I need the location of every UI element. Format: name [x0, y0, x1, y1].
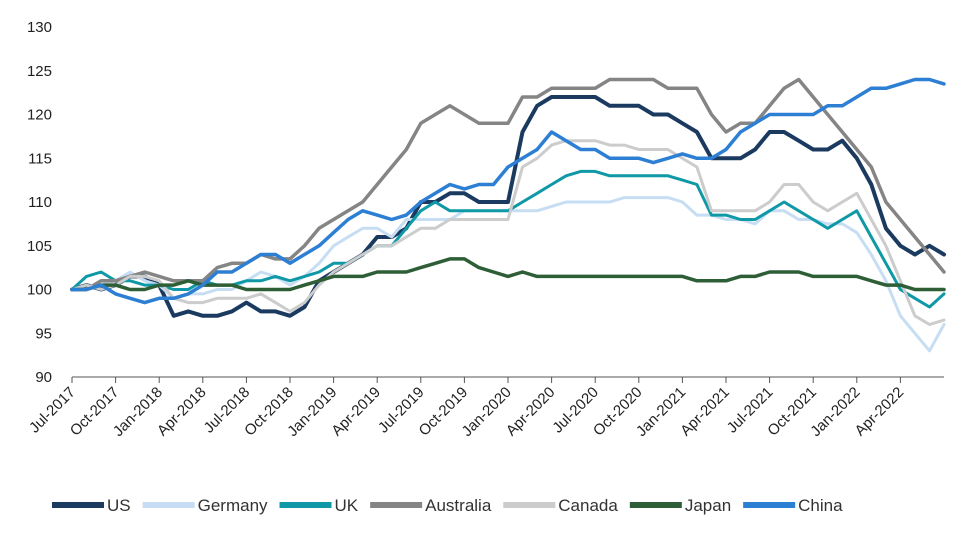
- series-line-canada: [70, 139, 946, 326]
- series-line-japan: [70, 257, 946, 292]
- series-line-australia: [70, 77, 946, 292]
- legend-label-china: China: [798, 496, 843, 515]
- legend-label-uk: UK: [335, 496, 359, 515]
- y-tick-label-120: 120: [27, 107, 52, 124]
- legend-label-australia: Australia: [425, 496, 492, 515]
- y-tick-label-105: 105: [27, 238, 52, 255]
- axis-layer: [71, 376, 944, 383]
- y-tick-label-100: 100: [27, 282, 52, 299]
- series-layer: [70, 77, 946, 353]
- series-line-china: [70, 77, 946, 305]
- y-tick-label-90: 90: [35, 369, 52, 386]
- x-tick-labels: Jul-2017Oct-2017Jan-2018Apr-2018Jul-2018…: [26, 384, 907, 440]
- y-tick-label-125: 125: [27, 63, 52, 80]
- legend-label-us: US: [107, 496, 131, 515]
- y-tick-label-130: 130: [27, 19, 52, 36]
- y-tick-labels: 90 95 100 105 110 115 120 125 130: [27, 19, 52, 386]
- y-tick-label-115: 115: [28, 150, 52, 167]
- legend: US Germany UK Australia Canada Japan China: [52, 496, 843, 515]
- y-tick-label-110: 110: [28, 194, 52, 211]
- legend-label-germany: Germany: [198, 496, 268, 515]
- series-line-us: [70, 95, 946, 318]
- legend-label-canada: Canada: [558, 496, 618, 515]
- legend-label-japan: Japan: [685, 496, 731, 515]
- y-tick-label-95: 95: [35, 325, 52, 342]
